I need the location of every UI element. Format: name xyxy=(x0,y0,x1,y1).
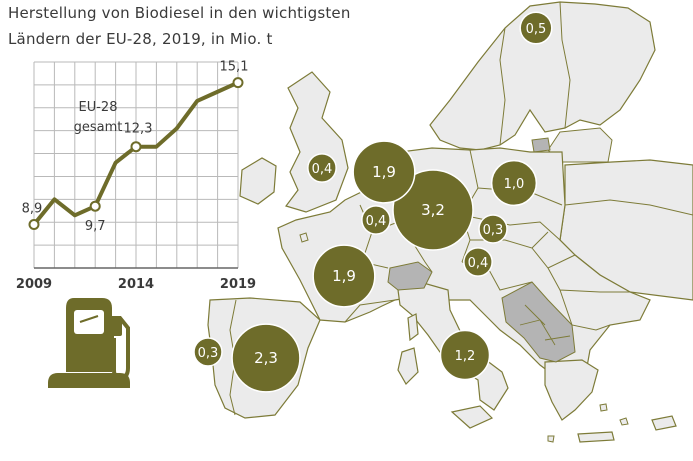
bubble-value-label: 0,4 xyxy=(468,256,489,271)
bubble-value-label: 0,5 xyxy=(526,22,547,37)
tick-label: 2019 xyxy=(220,277,256,292)
bubble-circle xyxy=(392,169,474,251)
crete xyxy=(577,431,615,443)
scandinavia-landmass xyxy=(429,1,656,151)
bubble-value-label: 1,2 xyxy=(455,349,476,364)
series-label-line1: EU-28 xyxy=(79,100,118,115)
islands xyxy=(299,232,629,443)
bubble-value-label: 1,0 xyxy=(504,177,525,192)
data-point xyxy=(232,77,244,89)
sicily xyxy=(450,405,494,429)
title-line1: Herstellung von Biodiesel in den wichtig… xyxy=(8,4,351,22)
line-chart-series xyxy=(28,77,244,231)
series-label-line2: gesamt xyxy=(74,120,123,135)
bubble-schweden: 0,5 xyxy=(519,11,553,45)
bubble-value-label: 2,3 xyxy=(254,349,278,367)
bubble-niederlande: 1,9 xyxy=(352,140,416,204)
tick-label: 2009 xyxy=(16,277,52,292)
bubble-gro-britannien: 0,4 xyxy=(307,153,337,183)
bubble-circle xyxy=(463,247,493,277)
data-point xyxy=(28,219,40,231)
title-line2: Ländern der EU-28, 2019, in Mio. t xyxy=(8,30,273,48)
bubble-deutschland: 3,2 xyxy=(392,169,474,251)
scandinavia-borders xyxy=(499,1,571,146)
bubble-value-label: 0,4 xyxy=(366,214,387,229)
ireland xyxy=(239,157,277,205)
bubble-circle xyxy=(490,159,538,207)
data-label: 12,3 xyxy=(124,122,153,137)
bubble-value-label: 3,2 xyxy=(421,201,445,219)
corsica xyxy=(407,313,419,342)
bubble--sterreich: 0,4 xyxy=(463,247,493,277)
bubble-circle xyxy=(352,140,416,204)
bubble-circle xyxy=(312,244,376,308)
cyprus xyxy=(651,415,677,431)
kaliningrad xyxy=(531,137,551,153)
western-balkans xyxy=(501,281,576,363)
data-label: 15,1 xyxy=(220,60,249,75)
data-label: 8,9 xyxy=(22,202,43,217)
bubble-italien: 1,2 xyxy=(439,329,491,381)
data-point xyxy=(130,141,142,153)
bubble-circle xyxy=(307,153,337,183)
greece xyxy=(544,359,599,421)
sardinia xyxy=(397,347,419,385)
bubble-tschechien: 0,3 xyxy=(478,214,508,244)
bubble-spanien: 2,3 xyxy=(231,323,301,393)
bubble-circle xyxy=(439,329,491,381)
balkan-borders xyxy=(519,304,571,346)
line-chart-tick-labels: 2009 2014 2019 xyxy=(16,277,256,292)
tick-label: 2014 xyxy=(118,277,154,292)
bubble-circle xyxy=(519,11,553,45)
bubble-value-label: 0,3 xyxy=(198,346,219,361)
bubble-circle xyxy=(193,337,223,367)
switzerland xyxy=(387,261,433,291)
bubble-frankreich: 1,9 xyxy=(312,244,376,308)
bubble-value-label: 1,9 xyxy=(372,163,396,181)
bubble-circle xyxy=(361,205,391,235)
bubble-circle xyxy=(478,214,508,244)
bubble-value-label: 0,3 xyxy=(483,223,504,238)
bubble-belgien: 0,4 xyxy=(361,205,391,235)
bubble-circle xyxy=(231,323,301,393)
line-chart-data-labels: 8,9 9,7 12,3 15,1 xyxy=(22,60,249,235)
data-label: 9,7 xyxy=(85,219,106,234)
eastern-borders xyxy=(564,199,693,216)
bubble-polen: 1,0 xyxy=(490,159,538,207)
bubble-value-label: 0,4 xyxy=(312,162,333,177)
bubble-portugal: 0,3 xyxy=(193,337,223,367)
bubble-value-label: 1,9 xyxy=(332,267,356,285)
data-point xyxy=(89,200,101,212)
